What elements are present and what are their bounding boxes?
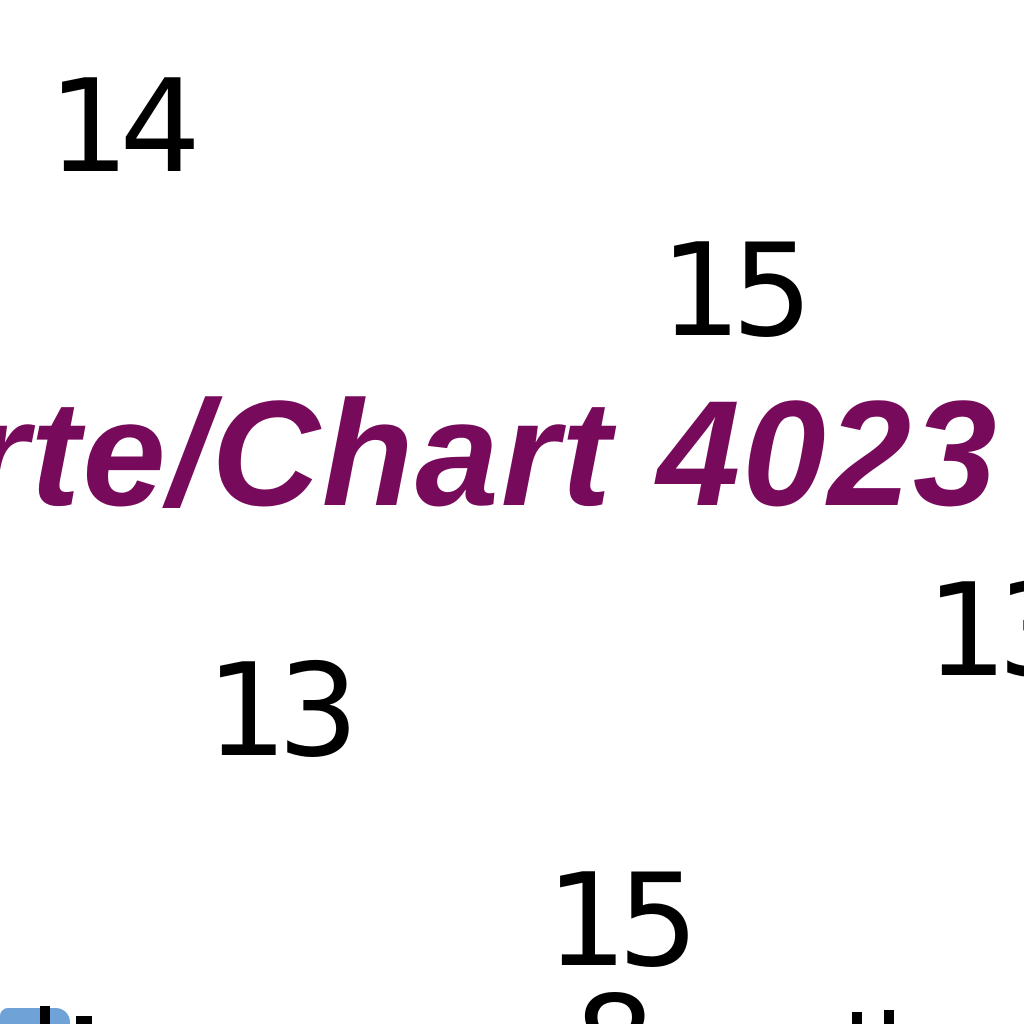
- rock-symbol: [40, 1006, 50, 1024]
- depth-sounding: 13: [206, 637, 359, 786]
- depth-sounding: 14: [48, 53, 201, 202]
- depth-sounding: 13: [926, 557, 1024, 706]
- depth-sounding: 15: [546, 847, 699, 996]
- depth-sounding: 15: [660, 217, 813, 366]
- sounding-fragment: [884, 1010, 894, 1024]
- chart-title: rte/Chart 4023: [0, 369, 999, 537]
- shoal-area: [0, 1008, 70, 1024]
- sounding-fragment: [852, 1012, 862, 1024]
- rock-symbol: [76, 1016, 92, 1024]
- depth-sounding: 8: [574, 980, 655, 1024]
